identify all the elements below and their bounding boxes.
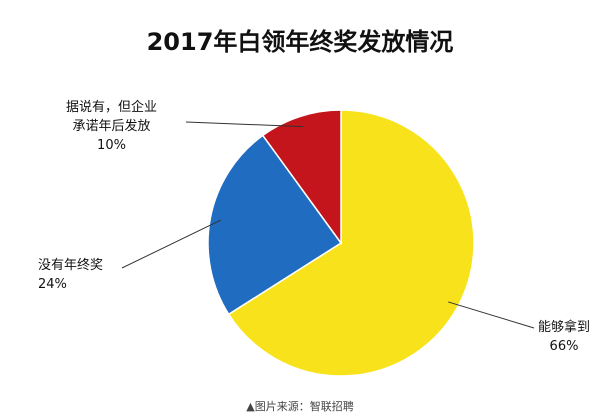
leader-line [448, 301, 535, 329]
pie-slice-able-to-get [227, 109, 475, 377]
slice-label-no-bonus: 没有年终奖 24% [38, 256, 103, 294]
pie-slice-no-bonus [207, 134, 343, 316]
slice-label-able-to-get: 能够拿到 66% [538, 318, 590, 356]
leader-line [121, 219, 222, 269]
pie-slice-promised-later [261, 109, 342, 246]
slice-label-value: 24% [38, 277, 67, 292]
slice-label-value: 10% [97, 138, 126, 153]
slice-label-text: 没有年终奖 [38, 258, 104, 273]
slice-label-value: 66% [549, 339, 579, 354]
slice-label-text-line-1: 据说有，但企业 [66, 100, 158, 115]
chart-title: 2017年白领年终奖发放情况 [146, 28, 454, 56]
image-source-caption: ▲图片来源：智联招聘 [246, 400, 354, 413]
slice-label-text-line-2: 承诺年后发放 [72, 119, 151, 134]
leader-line [185, 121, 304, 128]
slice-label-promised-later: 据说有，但企业 承诺年后发放 10% [66, 98, 157, 155]
slice-label-text: 能够拿到 [538, 320, 591, 335]
